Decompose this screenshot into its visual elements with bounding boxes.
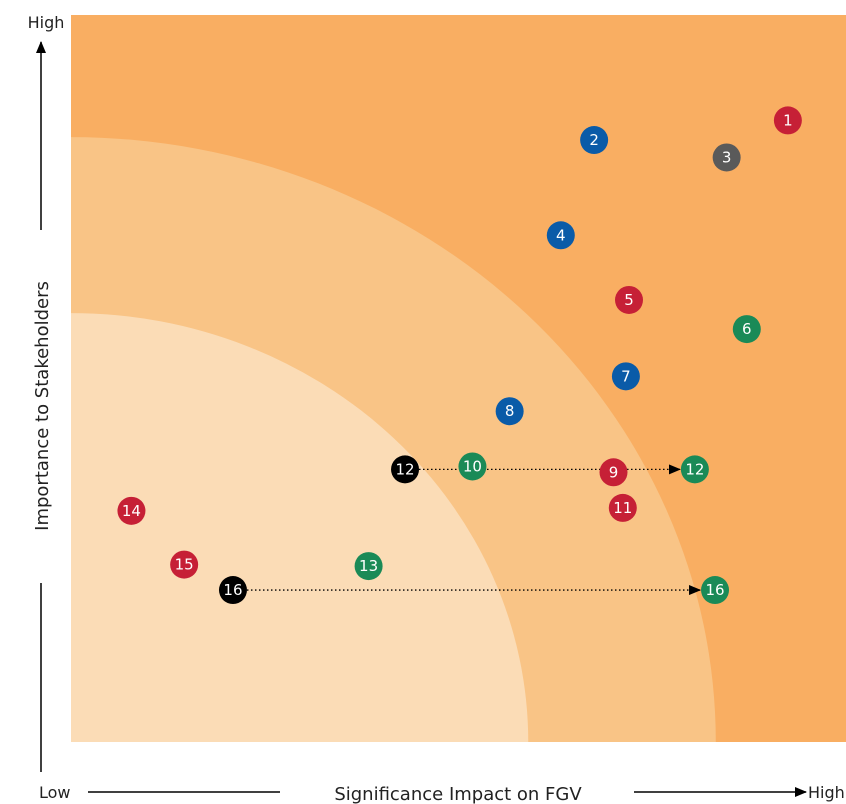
data-point-marker [546, 221, 575, 250]
data-point-marker [712, 143, 741, 172]
data-point: 6 [732, 315, 761, 344]
data-point: 12 [391, 455, 420, 484]
data-point-label: 14 [122, 502, 141, 520]
y-high-label: High [28, 13, 65, 32]
data-point-marker [773, 106, 802, 135]
x-axis-title: Significance Impact on FGV [334, 784, 582, 804]
x-low-label: Low [39, 783, 71, 802]
data-point-label: 6 [742, 320, 752, 338]
data-point: 10 [458, 452, 487, 481]
data-point: 11 [608, 493, 637, 522]
arrows-layer [246, 464, 702, 596]
data-point-marker [615, 285, 643, 314]
data-point: 9 [599, 458, 628, 487]
data-point: 16 [701, 576, 730, 605]
y-axis-title: Importance to Stakeholders [32, 281, 53, 531]
data-point: 1 [773, 106, 802, 135]
data-point-label: 7 [621, 367, 631, 385]
data-point-marker [391, 455, 420, 484]
data-point: 12 [680, 455, 709, 484]
data-point-label: 1 [783, 111, 793, 129]
data-point-marker [732, 315, 761, 344]
data-point-label: 10 [463, 457, 482, 475]
plot-area [71, 15, 846, 742]
data-point: 15 [170, 550, 199, 579]
data-point: 4 [546, 221, 575, 250]
data-point: 16 [218, 576, 247, 605]
data-point-label: 15 [175, 556, 194, 574]
data-point-marker [580, 126, 609, 155]
data-point-marker [354, 552, 383, 581]
data-point-marker [611, 362, 640, 391]
x-high-label: High [808, 783, 845, 802]
data-point-marker [495, 397, 524, 426]
data-point-label: 4 [556, 226, 566, 244]
data-point-marker [170, 550, 199, 579]
data-point-label: 5 [624, 291, 634, 309]
data-point-marker [458, 452, 487, 481]
data-point-marker [599, 458, 628, 487]
data-point-marker [608, 493, 637, 522]
data-point-marker [117, 496, 146, 525]
data-point: 2 [580, 126, 609, 155]
data-point-marker [701, 576, 730, 605]
data-point-label: 12 [395, 460, 414, 478]
data-point-label: 13 [359, 557, 378, 575]
data-point-label: 12 [685, 460, 704, 478]
data-point-label: 3 [722, 148, 732, 166]
data-point-label: 9 [609, 463, 619, 481]
data-point-label: 16 [705, 581, 724, 599]
data-point-label: 11 [613, 499, 632, 517]
data-point-label: 16 [223, 581, 242, 599]
data-point: 3 [712, 143, 741, 172]
data-point-marker [218, 576, 247, 605]
data-point: 7 [611, 362, 640, 391]
data-point-label: 2 [589, 131, 599, 149]
zone-low [71, 313, 529, 742]
data-point: 8 [495, 397, 524, 426]
data-point: 5 [615, 285, 643, 314]
data-point: 14 [117, 496, 146, 525]
data-point-label: 8 [505, 402, 515, 420]
data-point: 13 [354, 552, 383, 581]
data-point-marker [680, 455, 709, 484]
